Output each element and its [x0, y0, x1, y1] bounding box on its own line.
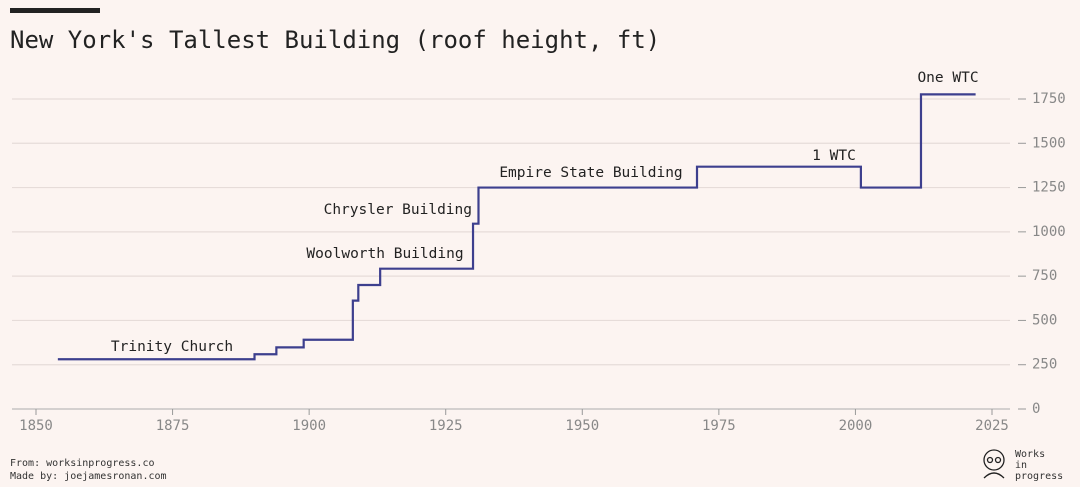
chart-title: New York's Tallest Building (roof height… [10, 26, 660, 54]
x-tick-label: 2000 [839, 418, 873, 434]
step-line [57, 93, 976, 361]
x-tick-label: 2025 [975, 418, 1009, 434]
x-tick-label: 1875 [156, 418, 190, 434]
x-tick-label: 1900 [292, 418, 326, 434]
annotation: Chrysler Building [324, 202, 472, 218]
y-tick-label: 250 [1032, 357, 1057, 373]
credit: Made by: joejamesronan.com [10, 471, 167, 482]
y-tick-label: 750 [1032, 268, 1057, 284]
x-tick-label: 1950 [565, 418, 599, 434]
logo-icon [983, 449, 1005, 479]
y-tick-label: 1750 [1032, 91, 1066, 107]
annotation: Trinity Church [111, 339, 233, 355]
source: From: worksinprogress.co [10, 458, 155, 469]
y-tick-label: 1500 [1032, 135, 1066, 151]
logo-text: in [1015, 460, 1027, 471]
annotation: 1 WTC [812, 148, 856, 164]
x-tick-label: 1850 [19, 418, 53, 434]
annotation: Empire State Building [499, 165, 682, 181]
annotation: One WTC [917, 70, 978, 86]
x-tick-label: 1975 [702, 418, 736, 434]
y-tick-label: 1000 [1032, 224, 1066, 240]
annotation: Woolworth Building [306, 246, 463, 262]
y-tick-label: 1250 [1032, 180, 1066, 196]
y-tick-label: 0 [1032, 401, 1040, 417]
logo-text: Works [1015, 449, 1045, 460]
logo-text: progress [1015, 471, 1063, 482]
y-tick-label: 500 [1032, 312, 1057, 328]
title-bar [10, 8, 100, 13]
x-tick-label: 1925 [429, 418, 463, 434]
